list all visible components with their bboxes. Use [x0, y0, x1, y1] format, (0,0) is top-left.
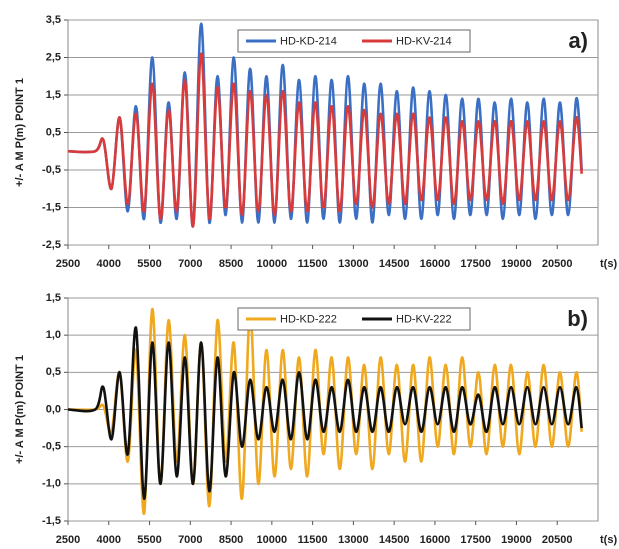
x-tick-label: 20500 — [542, 258, 573, 270]
y-tick-label: -2,5 — [42, 239, 61, 251]
panel-label: b) — [567, 306, 588, 331]
x-tick-label: 5500 — [137, 258, 161, 270]
x-tick-label: 2500 — [56, 258, 80, 270]
y-tick-label: 2,5 — [46, 51, 61, 63]
x-tick-label: 7000 — [178, 258, 202, 270]
x-tick-label: 17500 — [460, 534, 491, 546]
y-axis-label: +/- A M P(m) POINT 1 — [14, 355, 26, 464]
x-tick-label: 17500 — [460, 258, 491, 270]
y-tick-label: -1,5 — [42, 201, 61, 213]
legend-label: HD-KD-222 — [280, 313, 337, 325]
x-axis-label: t(s) — [600, 258, 617, 270]
x-tick-label: 13000 — [338, 258, 369, 270]
x-tick-label: 11500 — [298, 534, 328, 546]
x-tick-label: 10000 — [257, 534, 288, 546]
legend-label: HD-KV-222 — [396, 313, 452, 325]
y-tick-label: 1,0 — [46, 329, 61, 341]
x-tick-label: 2500 — [56, 534, 80, 546]
y-tick-label: -1,0 — [42, 478, 61, 490]
x-tick-label: 7000 — [178, 534, 202, 546]
series-line — [68, 326, 583, 501]
x-tick-label: 5500 — [137, 534, 161, 546]
x-tick-label: 20500 — [542, 534, 573, 546]
y-tick-label: 3,5 — [46, 14, 61, 26]
x-tick-label: 19000 — [501, 258, 532, 270]
y-axis-label: +/- A M P(m) POINT 1 — [14, 78, 26, 187]
x-tick-label: 19000 — [501, 534, 532, 546]
y-tick-label: 0,0 — [46, 403, 61, 415]
x-tick-label: 16000 — [420, 534, 451, 546]
x-tick-label: 11500 — [298, 258, 328, 270]
legend-box — [237, 29, 471, 53]
legend-label: HD-KD-214 — [280, 35, 337, 47]
y-tick-label: -1,5 — [42, 515, 61, 527]
y-tick-label: 1,5 — [46, 292, 61, 304]
y-tick-label: 0,5 — [46, 126, 61, 138]
legend-box — [237, 307, 471, 331]
y-tick-label: 1,5 — [46, 89, 61, 101]
panel-label: a) — [568, 28, 588, 53]
x-tick-label: 16000 — [420, 258, 451, 270]
x-tick-label: 14500 — [379, 534, 410, 546]
y-tick-label: 0,5 — [46, 366, 61, 378]
x-tick-label: 8500 — [219, 534, 243, 546]
y-tick-label: -0,5 — [42, 164, 61, 176]
legend-label: HD-KV-214 — [396, 35, 452, 47]
x-tick-label: 13000 — [338, 534, 369, 546]
x-tick-label: 8500 — [219, 258, 243, 270]
x-tick-label: 14500 — [379, 258, 410, 270]
series-line — [68, 52, 583, 228]
y-tick-label: -0,5 — [42, 441, 61, 453]
x-tick-label: 4000 — [97, 258, 121, 270]
x-tick-label: 10000 — [257, 258, 288, 270]
x-tick-label: 4000 — [97, 534, 121, 546]
x-axis-label: t(s) — [600, 534, 617, 546]
